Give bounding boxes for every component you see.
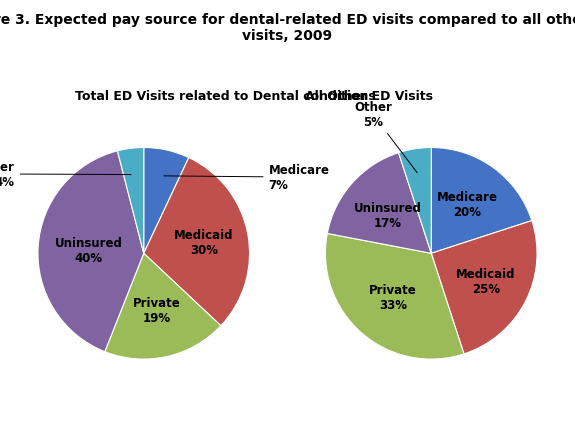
Wedge shape	[38, 151, 144, 352]
Wedge shape	[144, 158, 250, 326]
Wedge shape	[117, 148, 144, 254]
Wedge shape	[398, 148, 431, 254]
Wedge shape	[105, 254, 221, 359]
Text: Uninsured
17%: Uninsured 17%	[354, 201, 421, 229]
Wedge shape	[327, 154, 431, 254]
Wedge shape	[325, 234, 464, 359]
Text: Private
33%: Private 33%	[369, 283, 417, 311]
Text: Medicare
20%: Medicare 20%	[437, 190, 498, 218]
Text: Total ED Visits related to Dental conditions: Total ED Visits related to Dental condit…	[75, 90, 375, 103]
Text: Private
19%: Private 19%	[133, 296, 181, 324]
Text: Other
4%: Other 4%	[0, 160, 131, 188]
Text: All Other ED Visits: All Other ED Visits	[305, 90, 433, 103]
Text: Medicaid
25%: Medicaid 25%	[456, 267, 516, 295]
Wedge shape	[431, 221, 537, 354]
Text: Medicaid
30%: Medicaid 30%	[174, 228, 234, 256]
Text: Medicare
7%: Medicare 7%	[164, 164, 329, 192]
Wedge shape	[431, 148, 532, 254]
Text: Other
5%: Other 5%	[354, 101, 417, 173]
Wedge shape	[144, 148, 189, 254]
Text: Uninsured
40%: Uninsured 40%	[55, 237, 123, 264]
Text: Figure 3. Expected pay source for dental-related ED visits compared to all other: Figure 3. Expected pay source for dental…	[0, 13, 575, 43]
